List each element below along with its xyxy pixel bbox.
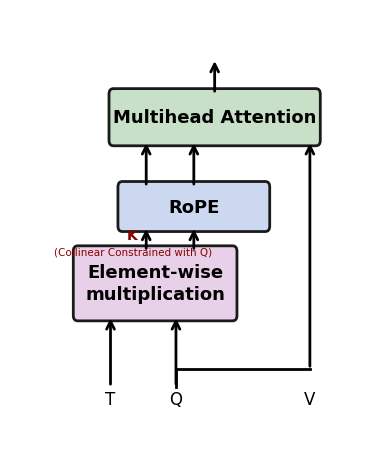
Text: T: T (105, 391, 116, 408)
Text: V: V (304, 391, 316, 408)
FancyBboxPatch shape (118, 182, 270, 232)
Text: (Collinear Constrained with Q): (Collinear Constrained with Q) (54, 247, 212, 257)
FancyBboxPatch shape (109, 89, 320, 146)
Text: K: K (127, 229, 137, 243)
FancyBboxPatch shape (73, 246, 237, 321)
Text: Q: Q (169, 391, 182, 408)
Text: RoPE: RoPE (168, 198, 220, 216)
Text: Element-wise
multiplication: Element-wise multiplication (85, 263, 225, 304)
Text: Multihead Attention: Multihead Attention (113, 109, 316, 127)
